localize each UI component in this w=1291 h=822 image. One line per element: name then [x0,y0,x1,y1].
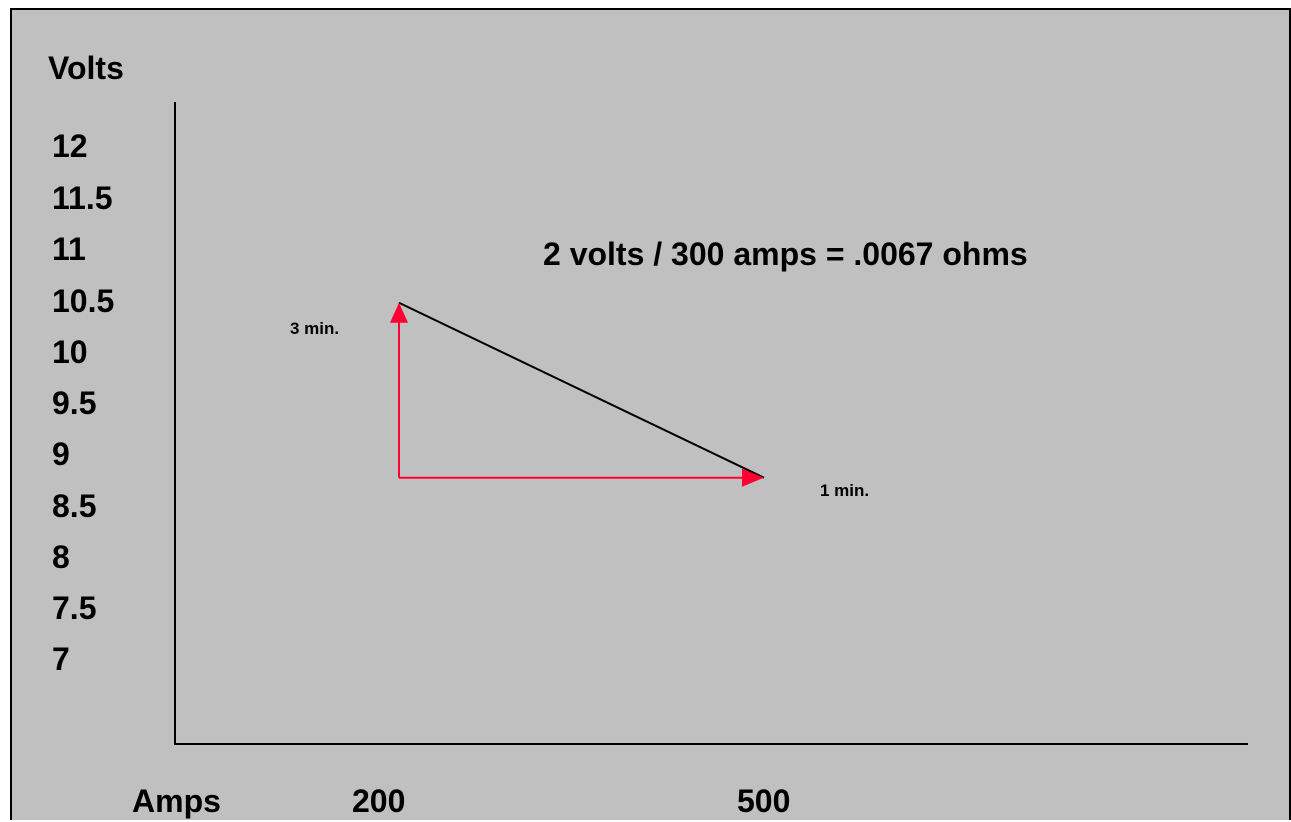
voltage-drop-line [398,301,765,479]
x-tick-200: 200 [352,783,406,819]
y-tick-10: 10 [52,334,88,370]
chart-plot [174,102,1248,745]
point-label-3-min: 3 min. [290,319,340,338]
x-axis-title: Amps [132,783,221,819]
y-tick-9: 9 [52,436,70,472]
y-tick-7: 7 [52,641,70,677]
y-tick-8-5: 8.5 [52,488,97,524]
y-tick-9-5: 9.5 [52,385,97,421]
slide: Volts 12 11.5 11 10.5 10 9.5 9 8.5 8 7.5… [10,8,1291,820]
y-tick-12: 12 [52,128,88,164]
point-label-1-min: 1 min. [820,481,870,500]
resistance-annotation: 2 volts / 300 amps = .0067 ohms [543,236,1028,272]
y-axis-title: Volts [48,50,124,86]
amps-arrowhead [742,468,764,487]
volts-arrowhead [390,302,408,323]
y-tick-7-5: 7.5 [52,590,97,626]
x-tick-500: 500 [737,783,791,819]
y-tick-11-5: 11.5 [52,180,113,216]
y-tick-10-5: 10.5 [52,283,115,319]
y-tick-11: 11 [52,231,86,267]
y-tick-8: 8 [52,539,70,575]
